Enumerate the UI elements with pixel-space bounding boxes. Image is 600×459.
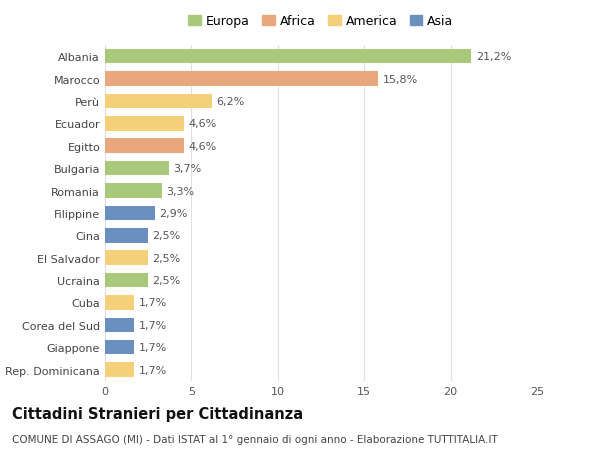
Text: 4,6%: 4,6% [189, 141, 217, 151]
Bar [105, 273, 148, 288]
Bar [105, 50, 472, 64]
Bar [105, 72, 378, 87]
Text: 1,7%: 1,7% [139, 320, 167, 330]
Text: Cittadini Stranieri per Cittadinanza: Cittadini Stranieri per Cittadinanza [12, 406, 303, 421]
Bar [105, 184, 162, 198]
Text: 21,2%: 21,2% [476, 52, 511, 62]
Text: 4,6%: 4,6% [189, 119, 217, 129]
Bar [105, 95, 212, 109]
Legend: Europa, Africa, America, Asia: Europa, Africa, America, Asia [184, 10, 458, 33]
Text: 2,5%: 2,5% [152, 253, 181, 263]
Bar [105, 363, 134, 377]
Bar [105, 162, 169, 176]
Bar [105, 229, 148, 243]
Text: 2,9%: 2,9% [160, 208, 188, 218]
Text: 1,7%: 1,7% [139, 298, 167, 308]
Text: 3,7%: 3,7% [173, 164, 202, 174]
Text: COMUNE DI ASSAGO (MI) - Dati ISTAT al 1° gennaio di ogni anno - Elaborazione TUT: COMUNE DI ASSAGO (MI) - Dati ISTAT al 1°… [12, 434, 498, 444]
Bar [105, 117, 184, 131]
Text: 6,2%: 6,2% [217, 97, 245, 107]
Bar [105, 251, 148, 265]
Text: 2,5%: 2,5% [152, 275, 181, 285]
Text: 1,7%: 1,7% [139, 342, 167, 353]
Text: 1,7%: 1,7% [139, 365, 167, 375]
Bar [105, 206, 155, 221]
Bar [105, 139, 184, 154]
Text: 15,8%: 15,8% [382, 74, 418, 84]
Text: 2,5%: 2,5% [152, 231, 181, 241]
Bar [105, 340, 134, 355]
Bar [105, 296, 134, 310]
Text: 3,3%: 3,3% [166, 186, 194, 196]
Bar [105, 318, 134, 332]
